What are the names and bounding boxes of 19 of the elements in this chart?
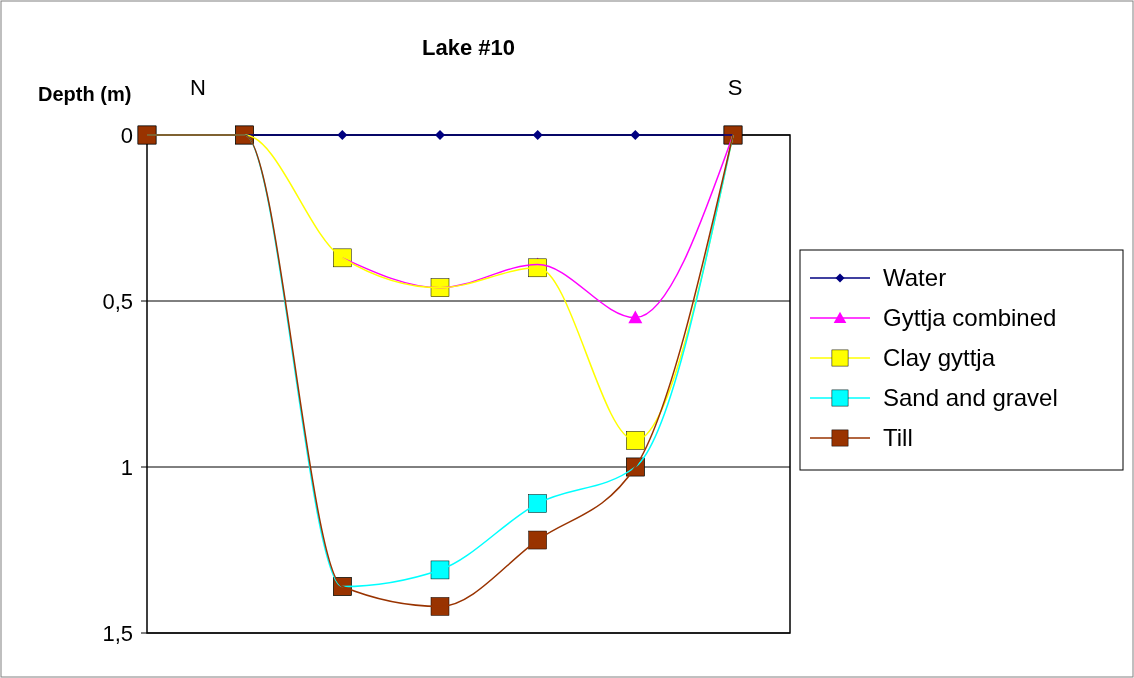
y-tick-label: 1 [120,454,133,480]
point [430,597,450,616]
text: S [727,75,743,100]
legend-label: Till [883,424,913,452]
y-tick-label: 0,5 [102,288,133,314]
point [430,560,450,580]
legend-label: Sand and gravel [883,384,1058,412]
point [626,431,645,450]
point [528,530,547,550]
point [333,248,352,268]
y-tick-label: 1,5 [102,620,133,646]
legend-label: Gyttja combined [883,304,1057,332]
y-axis-title: Depth (m) [38,83,132,105]
y-tick-label: 0 [120,122,133,148]
legend-label: Clay gyttja [883,344,996,372]
point [528,494,547,513]
chart-title: Lake #10 [422,35,515,60]
text: N [190,75,206,100]
legend-label: Water [883,264,947,292]
